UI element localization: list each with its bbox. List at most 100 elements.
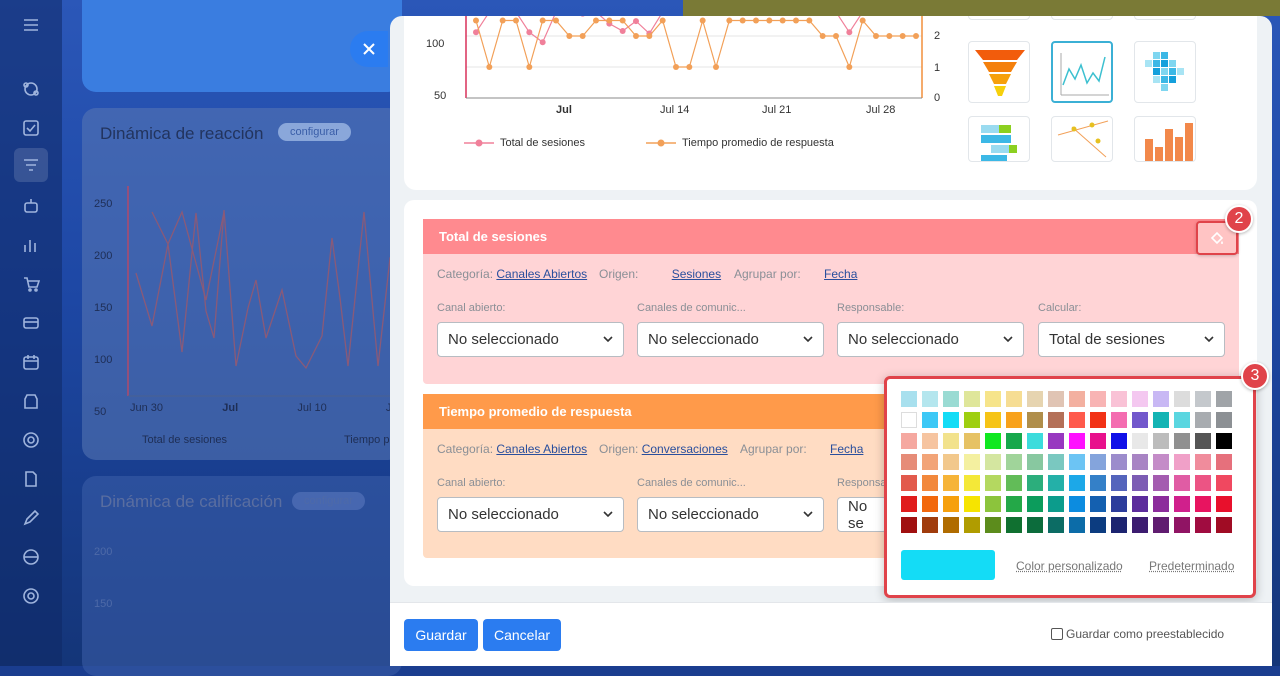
color-swatch[interactable] <box>1195 454 1211 470</box>
color-swatch[interactable] <box>1216 517 1232 533</box>
color-swatch[interactable] <box>1048 475 1064 491</box>
color-swatch[interactable] <box>1006 496 1022 512</box>
color-swatch[interactable] <box>985 454 1001 470</box>
color-swatch[interactable] <box>922 475 938 491</box>
color-swatch[interactable] <box>1174 475 1190 491</box>
color-swatch[interactable] <box>1111 517 1127 533</box>
color-swatch[interactable] <box>1153 433 1169 449</box>
card-icon[interactable] <box>18 310 44 336</box>
color-swatch[interactable] <box>1048 433 1064 449</box>
close-panel-button[interactable] <box>350 31 388 67</box>
color-swatch[interactable] <box>1090 475 1106 491</box>
color-swatch[interactable] <box>1069 433 1085 449</box>
color-swatch[interactable] <box>901 412 917 428</box>
color-swatch[interactable] <box>1069 517 1085 533</box>
color-swatch[interactable] <box>1153 412 1169 428</box>
color-swatch[interactable] <box>1048 454 1064 470</box>
responsible-select[interactable]: No se <box>837 497 887 532</box>
chart-type-heatmap[interactable] <box>1134 41 1196 103</box>
store-icon[interactable] <box>18 388 44 414</box>
color-swatch[interactable] <box>1153 475 1169 491</box>
color-swatch[interactable] <box>1090 433 1106 449</box>
robot-icon[interactable] <box>18 193 44 219</box>
color-swatch[interactable] <box>1195 475 1211 491</box>
color-swatch[interactable] <box>922 496 938 512</box>
calendar-icon[interactable] <box>18 349 44 375</box>
color-swatch[interactable] <box>1111 475 1127 491</box>
color-swatch[interactable] <box>964 475 980 491</box>
color-swatch[interactable] <box>1069 412 1085 428</box>
color-swatch[interactable] <box>1006 433 1022 449</box>
color-swatch[interactable] <box>922 433 938 449</box>
color-swatch[interactable] <box>1006 475 1022 491</box>
color-swatch[interactable] <box>1153 517 1169 533</box>
color-swatch[interactable] <box>1174 517 1190 533</box>
menu-icon[interactable] <box>18 12 44 38</box>
color-swatch[interactable] <box>985 391 1001 407</box>
color-swatch[interactable] <box>1027 391 1043 407</box>
color-swatch[interactable] <box>1195 412 1211 428</box>
color-swatch[interactable] <box>964 391 980 407</box>
selected-color-preview[interactable] <box>901 550 995 580</box>
comm-channels-select[interactable]: No seleccionado <box>637 322 824 357</box>
color-swatch[interactable] <box>901 391 917 407</box>
color-swatch[interactable] <box>985 517 1001 533</box>
color-swatch[interactable] <box>1216 433 1232 449</box>
group-link[interactable]: Fecha <box>830 442 864 456</box>
color-swatch[interactable] <box>1153 496 1169 512</box>
color-swatch[interactable] <box>1132 412 1148 428</box>
checkbox-icon[interactable] <box>18 115 44 141</box>
color-swatch[interactable] <box>1111 412 1127 428</box>
target-icon[interactable] <box>18 427 44 453</box>
color-swatch[interactable] <box>1153 454 1169 470</box>
color-swatch[interactable] <box>943 475 959 491</box>
color-swatch[interactable] <box>964 454 980 470</box>
color-swatch[interactable] <box>1027 412 1043 428</box>
save-button[interactable]: Guardar <box>404 619 478 651</box>
chart-type-thumb[interactable] <box>1134 16 1196 20</box>
rating-config-pill[interactable]: configurar <box>292 492 365 510</box>
color-swatch[interactable] <box>1153 391 1169 407</box>
default-color-link[interactable]: Predeterminado <box>1149 559 1235 573</box>
color-swatch[interactable] <box>1216 496 1232 512</box>
color-swatch[interactable] <box>1027 433 1043 449</box>
network-icon[interactable] <box>18 76 44 102</box>
reaction-config-pill[interactable]: configurar <box>278 123 351 141</box>
color-swatch[interactable] <box>985 412 1001 428</box>
color-swatch[interactable] <box>1111 454 1127 470</box>
settings-icon[interactable] <box>18 583 44 609</box>
color-swatch[interactable] <box>1132 433 1148 449</box>
color-swatch[interactable] <box>1132 517 1148 533</box>
color-swatch[interactable] <box>1174 496 1190 512</box>
color-swatch[interactable] <box>1216 454 1232 470</box>
color-swatch[interactable] <box>1090 454 1106 470</box>
color-swatch[interactable] <box>901 517 917 533</box>
color-swatch[interactable] <box>1174 454 1190 470</box>
legend-total-sessions[interactable]: Total de sesiones <box>464 137 585 149</box>
color-swatch[interactable] <box>985 496 1001 512</box>
category-link[interactable]: Canales Abiertos <box>496 442 588 456</box>
color-swatch[interactable] <box>943 391 959 407</box>
open-channel-select[interactable]: No seleccionado <box>437 322 624 357</box>
color-swatch[interactable] <box>1216 412 1232 428</box>
color-swatch[interactable] <box>1048 391 1064 407</box>
comm-channels-select[interactable]: No seleccionado <box>637 497 824 532</box>
color-swatch[interactable] <box>985 475 1001 491</box>
color-swatch[interactable] <box>922 391 938 407</box>
color-swatch[interactable] <box>943 412 959 428</box>
color-swatch[interactable] <box>1090 412 1106 428</box>
color-swatch[interactable] <box>985 433 1001 449</box>
color-swatch[interactable] <box>1195 496 1211 512</box>
cart-icon[interactable] <box>18 271 44 297</box>
calculate-select[interactable]: Total de sesiones <box>1038 322 1225 357</box>
color-swatch[interactable] <box>1216 475 1232 491</box>
chart-type-table[interactable] <box>968 116 1030 162</box>
color-swatch[interactable] <box>964 433 980 449</box>
legend-response-time[interactable]: Tiempo promedio de respuesta <box>646 137 834 149</box>
color-swatch[interactable] <box>1069 391 1085 407</box>
color-swatch[interactable] <box>901 475 917 491</box>
color-swatch[interactable] <box>1216 391 1232 407</box>
chart-type-line-selected[interactable] <box>1051 41 1113 103</box>
chart-type-thumb[interactable] <box>968 16 1030 20</box>
color-swatch[interactable] <box>1090 496 1106 512</box>
